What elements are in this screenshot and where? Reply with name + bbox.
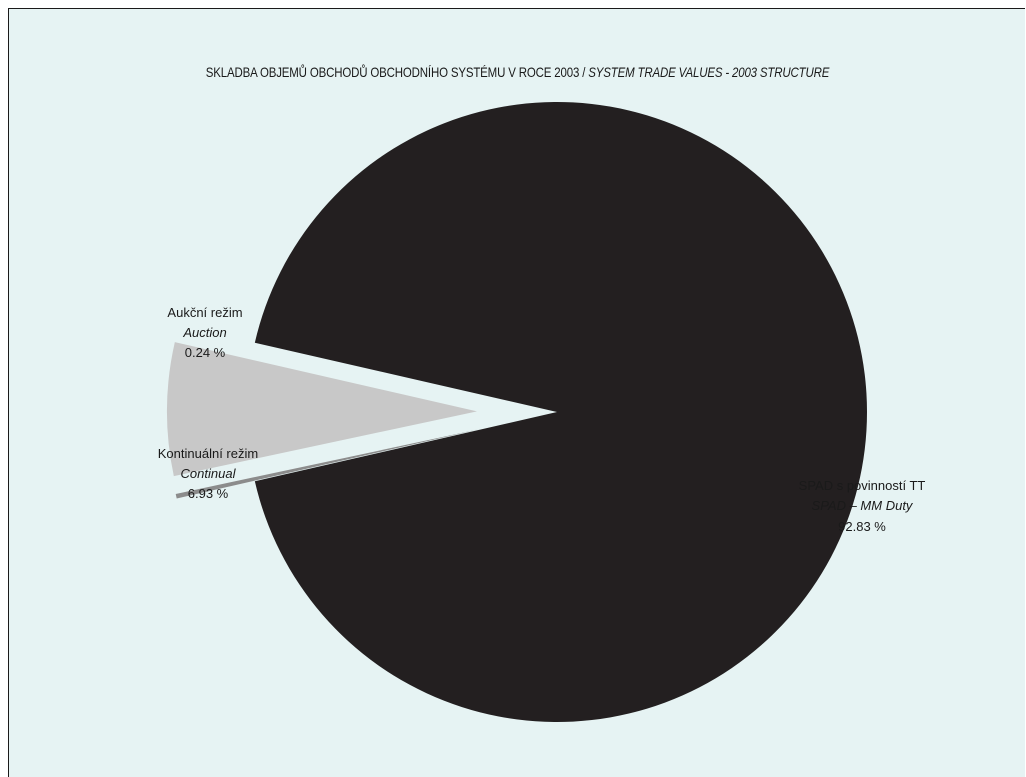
label-continual: Kontinuální režim Continual 6.93 % xyxy=(158,446,258,501)
label-auction: Aukční režim Auction 0.24 % xyxy=(167,305,242,360)
label-spad-value: 92.83 % xyxy=(838,519,886,534)
label-auction-en: Auction xyxy=(182,325,226,340)
label-continual-cz: Kontinuální režim xyxy=(158,446,258,461)
label-auction-value: 0.24 % xyxy=(185,345,226,360)
pie-slice-spad xyxy=(254,101,867,722)
pie-slice-auction xyxy=(175,429,479,499)
chart-title: SKLADBA OBJEMŮ OBCHODŮ OBCHODNÍHO SYSTÉM… xyxy=(101,64,935,80)
chart-title-cz: SKLADBA OBJEMŮ OBCHODŮ OBCHODNÍHO SYSTÉM… xyxy=(205,64,586,80)
pie-slice-continual xyxy=(167,342,478,477)
label-spad-en: SPAD – MM Duty xyxy=(812,498,914,513)
pie-slices xyxy=(167,101,867,722)
label-spad: SPAD s povinností TT SPAD – MM Duty 92.8… xyxy=(799,478,926,534)
label-spad-cz: SPAD s povinností TT xyxy=(799,478,926,493)
chart-title-en: SYSTEM TRADE VALUES - 2003 STRUCTURE xyxy=(588,64,830,80)
label-auction-cz: Aukční režim xyxy=(167,305,242,320)
label-continual-value: 6.93 % xyxy=(188,486,229,501)
label-continual-en: Continual xyxy=(181,466,237,481)
